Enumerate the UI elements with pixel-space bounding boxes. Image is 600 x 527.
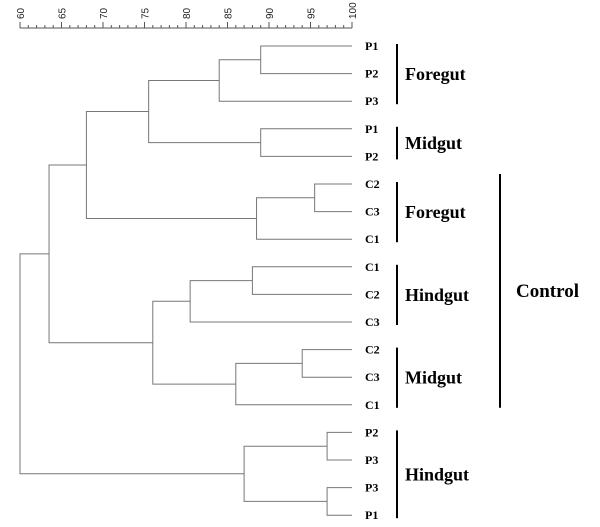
leaf-label: P1	[365, 39, 378, 53]
leaf-label: P2	[365, 149, 378, 163]
group-brackets: Foregut Midgut Foregut Hindgut Midgut Hindgut	[396, 44, 469, 519]
dendrogram-branch	[326, 431, 352, 461]
leaf-label: P3	[365, 94, 378, 108]
group-label: Foregut	[405, 64, 466, 84]
leaf-label: C3	[365, 370, 380, 384]
axis-tick-label: 90	[265, 7, 276, 19]
axis-tick-label: 60	[16, 7, 27, 19]
group-label: Foregut	[405, 202, 466, 222]
leaf-label: P3	[365, 453, 378, 467]
dendrogram-branches	[19, 45, 352, 516]
dendrogram-branch	[152, 300, 236, 385]
group-label: Hindgut	[405, 464, 469, 484]
leaf-label: C3	[365, 205, 380, 219]
leaf-label: C2	[365, 177, 380, 191]
dendrogram-branch	[19, 253, 245, 475]
control-bracket: Control	[499, 174, 579, 408]
dendrogram-branch	[235, 362, 352, 406]
dendrogram-branch	[301, 349, 352, 378]
dendrogram-branch	[189, 280, 352, 323]
dendrogram-branch	[218, 59, 352, 102]
leaf-label: P1	[365, 508, 378, 522]
axis-tick-label: 100	[348, 2, 359, 19]
group-label: Midgut	[405, 368, 462, 388]
dendrogram-branch	[148, 80, 261, 144]
leaf-label: P2	[365, 67, 378, 81]
dendrogram-branch	[85, 111, 257, 219]
dendrogram-branch	[251, 266, 352, 295]
dendrogram-branch	[256, 197, 352, 240]
leaf-label: C3	[365, 315, 380, 329]
leaf-label: P2	[365, 425, 378, 439]
dendrogram-branch	[260, 128, 352, 157]
axis-tick-label: 70	[99, 7, 110, 19]
dendrogram-branch	[260, 45, 352, 75]
group-label: Midgut	[405, 133, 462, 153]
axis-tick-label: 95	[307, 7, 318, 19]
leaf-label: C1	[365, 260, 380, 274]
leaf-label: P3	[365, 481, 378, 495]
dendrogram-branch	[326, 487, 352, 516]
leaf-label: C2	[365, 287, 380, 301]
axis-tick-label: 85	[224, 7, 235, 19]
dendrogram-branch	[243, 445, 328, 502]
leaf-label: C2	[365, 343, 380, 357]
axis-tick-label: 65	[58, 7, 69, 19]
group-label: Hindgut	[405, 285, 469, 305]
leaf-label: C1	[365, 398, 380, 412]
leaf-labels: P1 P2 P3 P1 P2 C2 C3 C1 C1 C2 C3 C2 C3 C1 P2 P3 P3 P1	[365, 39, 380, 522]
control-label: Control	[516, 281, 579, 302]
leaf-label: C1	[365, 232, 380, 246]
dendrogram-branch	[48, 164, 153, 344]
axis-tick-label: 80	[182, 7, 193, 19]
similarity-axis: 60 65 70 75 80 85 90 95 100	[16, 2, 359, 29]
leaf-label: P1	[365, 122, 378, 136]
dendrogram-branch	[314, 183, 352, 213]
axis-tick-label: 75	[141, 7, 152, 19]
